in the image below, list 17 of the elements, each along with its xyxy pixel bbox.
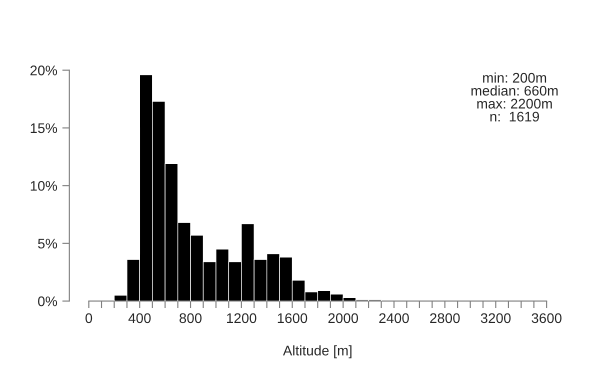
x-tick-label: 3600 [532,313,562,324]
x-axis-title: Altitude [m] [282,345,352,358]
x-tick-label: 2400 [379,313,409,324]
x-tick-label: 400 [128,313,151,324]
x-tick-label: 1600 [278,313,308,324]
x-tick-label: 3200 [480,313,511,324]
y-tick-label: 0% [38,296,58,306]
y-tick-label: 5% [38,238,58,249]
y-tick-label: 20% [30,66,58,76]
annotation: min: 200m median: 660m max: 2200m n: 1619 [471,72,558,122]
x-tick-label: 1200 [227,313,256,324]
x-tick-label: 2000 [328,313,358,324]
x-tick-label: 2800 [430,313,460,324]
x-tick-label: 800 [180,313,202,324]
x-tick-label: 0 [85,313,92,324]
y-tick-label: 10% [30,180,58,191]
y-tick-label: 15% [30,123,58,134]
